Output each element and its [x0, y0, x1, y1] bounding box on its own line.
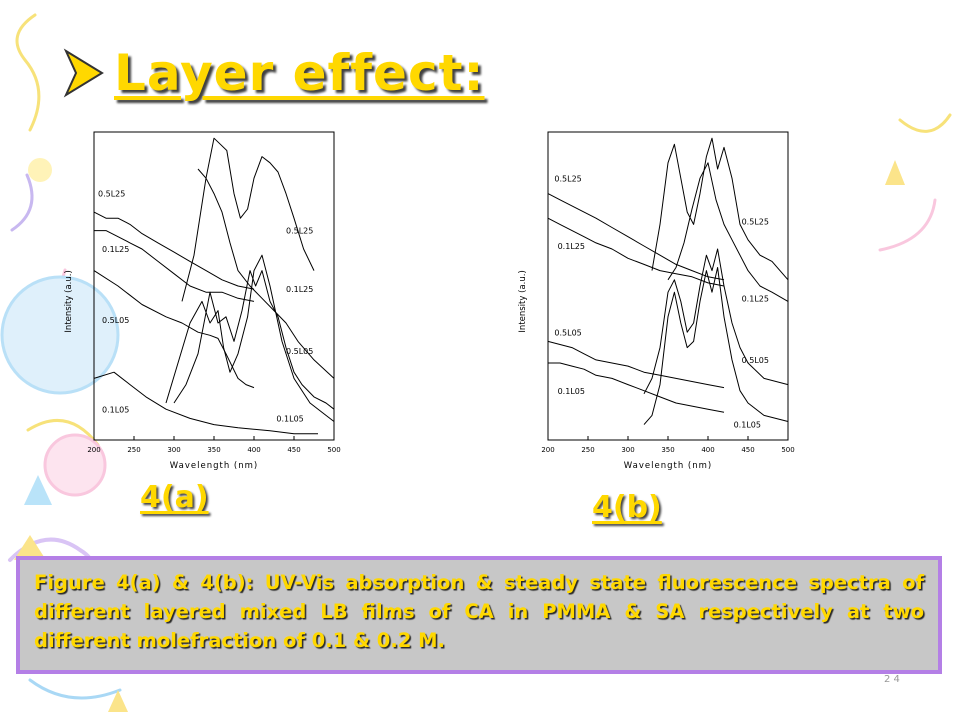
curve-label: 0.1L05 [102, 405, 129, 414]
x-tick-label: 450 [741, 446, 754, 454]
x-tick-label: 400 [247, 446, 260, 454]
decorative-triangle [885, 160, 905, 185]
slide-title-text: Layer effect: [114, 44, 485, 102]
y-axis-label: Intensity (a.u.) [64, 270, 74, 332]
arrow-bullet-icon [63, 48, 104, 98]
x-tick-label: 500 [327, 446, 340, 454]
curve-label: 0.5L05 [102, 316, 129, 325]
series-line-absorption-0.1l25 [547, 217, 725, 287]
decorative-circle [0, 275, 120, 395]
series-line-fluorescence-0.1l05 [165, 254, 335, 422]
decorative-swirl [26, 418, 100, 447]
curve-label: 0.1L25 [742, 294, 769, 303]
chart-4b: 200 250 300 350 400 450 500 Wavelength (nm) Inte… [518, 131, 795, 471]
curve-label: 0.1L25 [286, 285, 313, 294]
decorative-swirl [28, 678, 122, 700]
series-line-fluorescence-0.1l05 [643, 267, 789, 425]
x-tick-label: 350 [661, 446, 674, 454]
x-tick-label: 300 [167, 446, 180, 454]
series-line-fluorescence-0.5l25 [651, 137, 789, 281]
series-line-absorption-0.1l25 [94, 230, 255, 302]
decorative-swirl [10, 173, 34, 232]
decorative-triangle [108, 690, 128, 712]
series-line-absorption-0.5l05 [93, 270, 255, 389]
curve-label: 0.1L25 [102, 245, 129, 254]
slide-title: Layer effect: [60, 38, 485, 108]
decorative-circle [43, 433, 107, 497]
y-axis-label: Intensity (a.u.) [518, 270, 528, 332]
x-tick-label: 400 [701, 446, 714, 454]
decorative-swirl [15, 13, 41, 132]
decorative-triangle [14, 535, 46, 560]
series-line-absorption-0.1l05 [93, 371, 318, 435]
decorative-swirl [878, 198, 937, 252]
curve-label: 0.5L25 [554, 174, 581, 183]
x-axis-label: Wavelength (nm) [624, 461, 712, 471]
x-tick-label: 250 [127, 446, 140, 454]
curve-label: 0.1L05 [734, 421, 761, 430]
curve-label: 0.5L25 [98, 190, 125, 199]
curve-label: 0.5L05 [742, 356, 769, 365]
curve-label: 0.1L25 [558, 242, 585, 251]
curve-label: 0.5L05 [286, 347, 313, 356]
series-line-absorption-0.5l25 [93, 211, 255, 290]
panel-label-4b: 4(b) [592, 490, 662, 525]
curve-label: 0.5L25 [742, 217, 769, 226]
series-line-fluorescence-0.5l05 [643, 248, 789, 395]
x-tick-label: 200 [87, 446, 100, 454]
figure-caption: Figure 4(a) & 4(b): UV-Vis absorption & … [16, 556, 942, 674]
x-tick-label: 300 [621, 446, 634, 454]
curve-label: 0.1L05 [276, 415, 303, 424]
x-tick-label: 450 [287, 446, 300, 454]
series-line-absorption-0.1l05 [548, 362, 725, 413]
curve-label: 0.1L05 [558, 387, 585, 396]
x-tick-label: 500 [781, 446, 794, 454]
x-axis-label: Wavelength (nm) [170, 461, 258, 471]
chart-4a: 200 250 300 350 400 450 500 Wavelength (nm) Inte… [64, 131, 341, 471]
curve-label: 0.5L25 [286, 227, 313, 236]
panel-label-4a: 4(a) [140, 480, 209, 515]
x-tick-label: 350 [207, 446, 220, 454]
series-line-fluorescence-0.1l25 [197, 168, 335, 379]
decorative-circle [28, 158, 52, 182]
series-line-fluorescence-0.1l25 [667, 162, 789, 302]
x-tick-label: 250 [581, 446, 594, 454]
series-line-fluorescence-0.5l25 [181, 137, 315, 302]
series-line-absorption-0.5l05 [547, 340, 725, 389]
decorative-triangle [24, 475, 52, 505]
x-tick-label: 200 [541, 446, 554, 454]
series-line-fluorescence-0.5l05 [173, 270, 335, 410]
series-line-absorption-0.5l25 [547, 193, 725, 281]
curve-label: 0.5L05 [554, 328, 581, 337]
slide-number: 2 4 [884, 674, 900, 685]
decorative-swirl [898, 113, 952, 133]
